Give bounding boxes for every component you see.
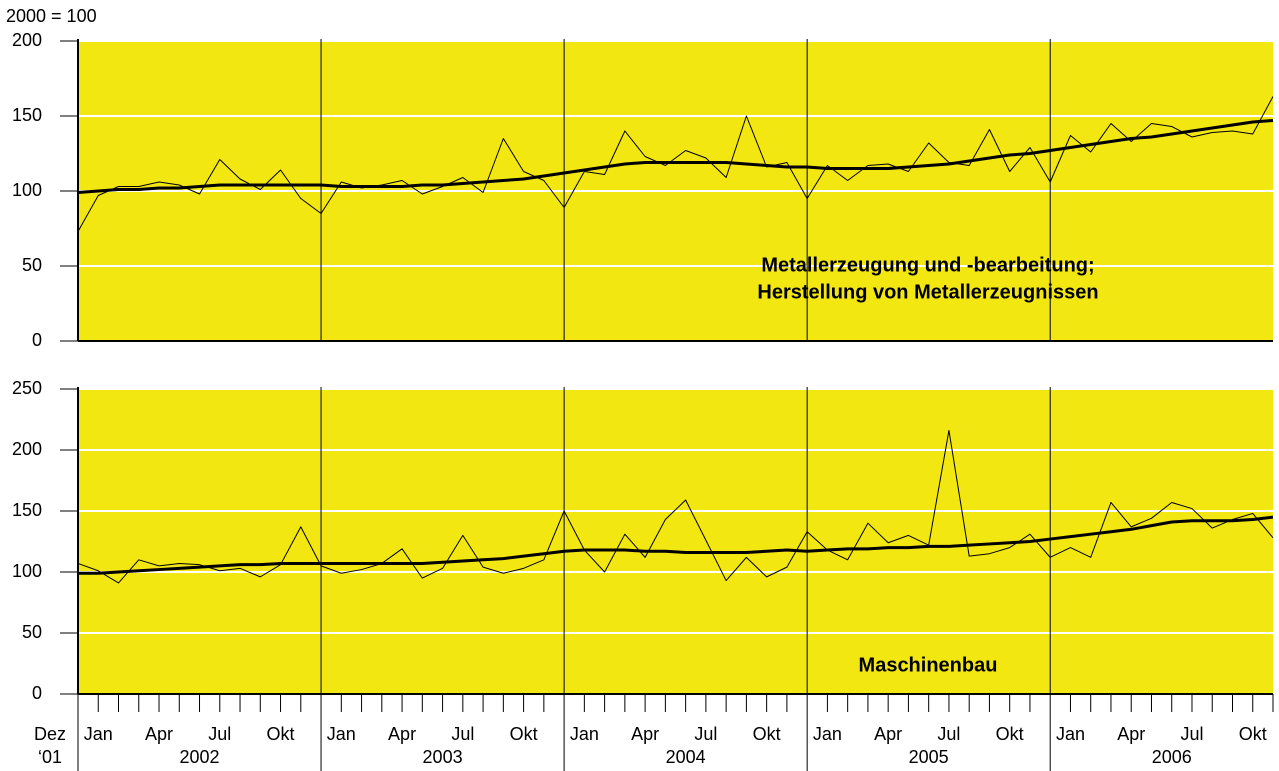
x-tick-label: Okt [753, 724, 781, 744]
data-line [78, 515, 1274, 575]
x-tick-label: Jan [570, 724, 599, 744]
x-tick-label: Dez [34, 724, 66, 744]
year-label: 2003 [423, 747, 463, 767]
x-tick-label: Jul [451, 724, 474, 744]
x-tick-label: Jul [1180, 724, 1203, 744]
x-tick-label: Apr [388, 724, 416, 744]
annotation: Metallerzeugung und -bearbeitung; [761, 254, 1094, 276]
x-tick-label: Apr [874, 724, 902, 744]
year-label: 2006 [1152, 747, 1192, 767]
x-tick-label: Apr [631, 724, 659, 744]
y-tick-label: 150 [12, 500, 42, 520]
y-tick-label: 100 [12, 180, 42, 200]
y-tick-label: 200 [12, 439, 42, 459]
data-line [77, 429, 1274, 584]
year-label: 2005 [909, 747, 949, 767]
annotation: Herstellung von Metallerzeugnissen [757, 281, 1098, 303]
x-tick-label: Apr [145, 724, 173, 744]
y-tick-label: 250 [12, 378, 42, 398]
y-tick-label: 100 [12, 561, 42, 581]
y-tick-label: 50 [22, 255, 42, 275]
x-tick-label: Jul [694, 724, 717, 744]
x-tick-label: Okt [996, 724, 1024, 744]
year-label: 2002 [180, 747, 220, 767]
data-line [77, 119, 1274, 194]
x-tick-label: Okt [267, 724, 295, 744]
x-tick-label: Jan [1056, 724, 1085, 744]
x-tick-label: Okt [510, 724, 538, 744]
plot-background [78, 389, 1273, 694]
x-tick-label: Jul [208, 724, 231, 744]
x-tick-label: Jul [937, 724, 960, 744]
x-tick-label: Jan [327, 724, 356, 744]
year-label: 2004 [666, 747, 706, 767]
annotation: Maschinenbau [859, 654, 998, 676]
x-tick-label: Okt [1239, 724, 1267, 744]
y-tick-label: 200 [12, 30, 42, 50]
unit-label: 2000 = 100 [6, 6, 97, 26]
x-tick-label: Jan [813, 724, 842, 744]
y-tick-label: 0 [32, 330, 42, 350]
y-tick-label: 50 [22, 622, 42, 642]
y-tick-label: 0 [32, 683, 42, 703]
x-start-year: ‘01 [38, 747, 62, 767]
y-tick-label: 150 [12, 105, 42, 125]
x-tick-label: Apr [1117, 724, 1145, 744]
data-line [77, 96, 1274, 232]
x-tick-label: Jan [84, 724, 113, 744]
